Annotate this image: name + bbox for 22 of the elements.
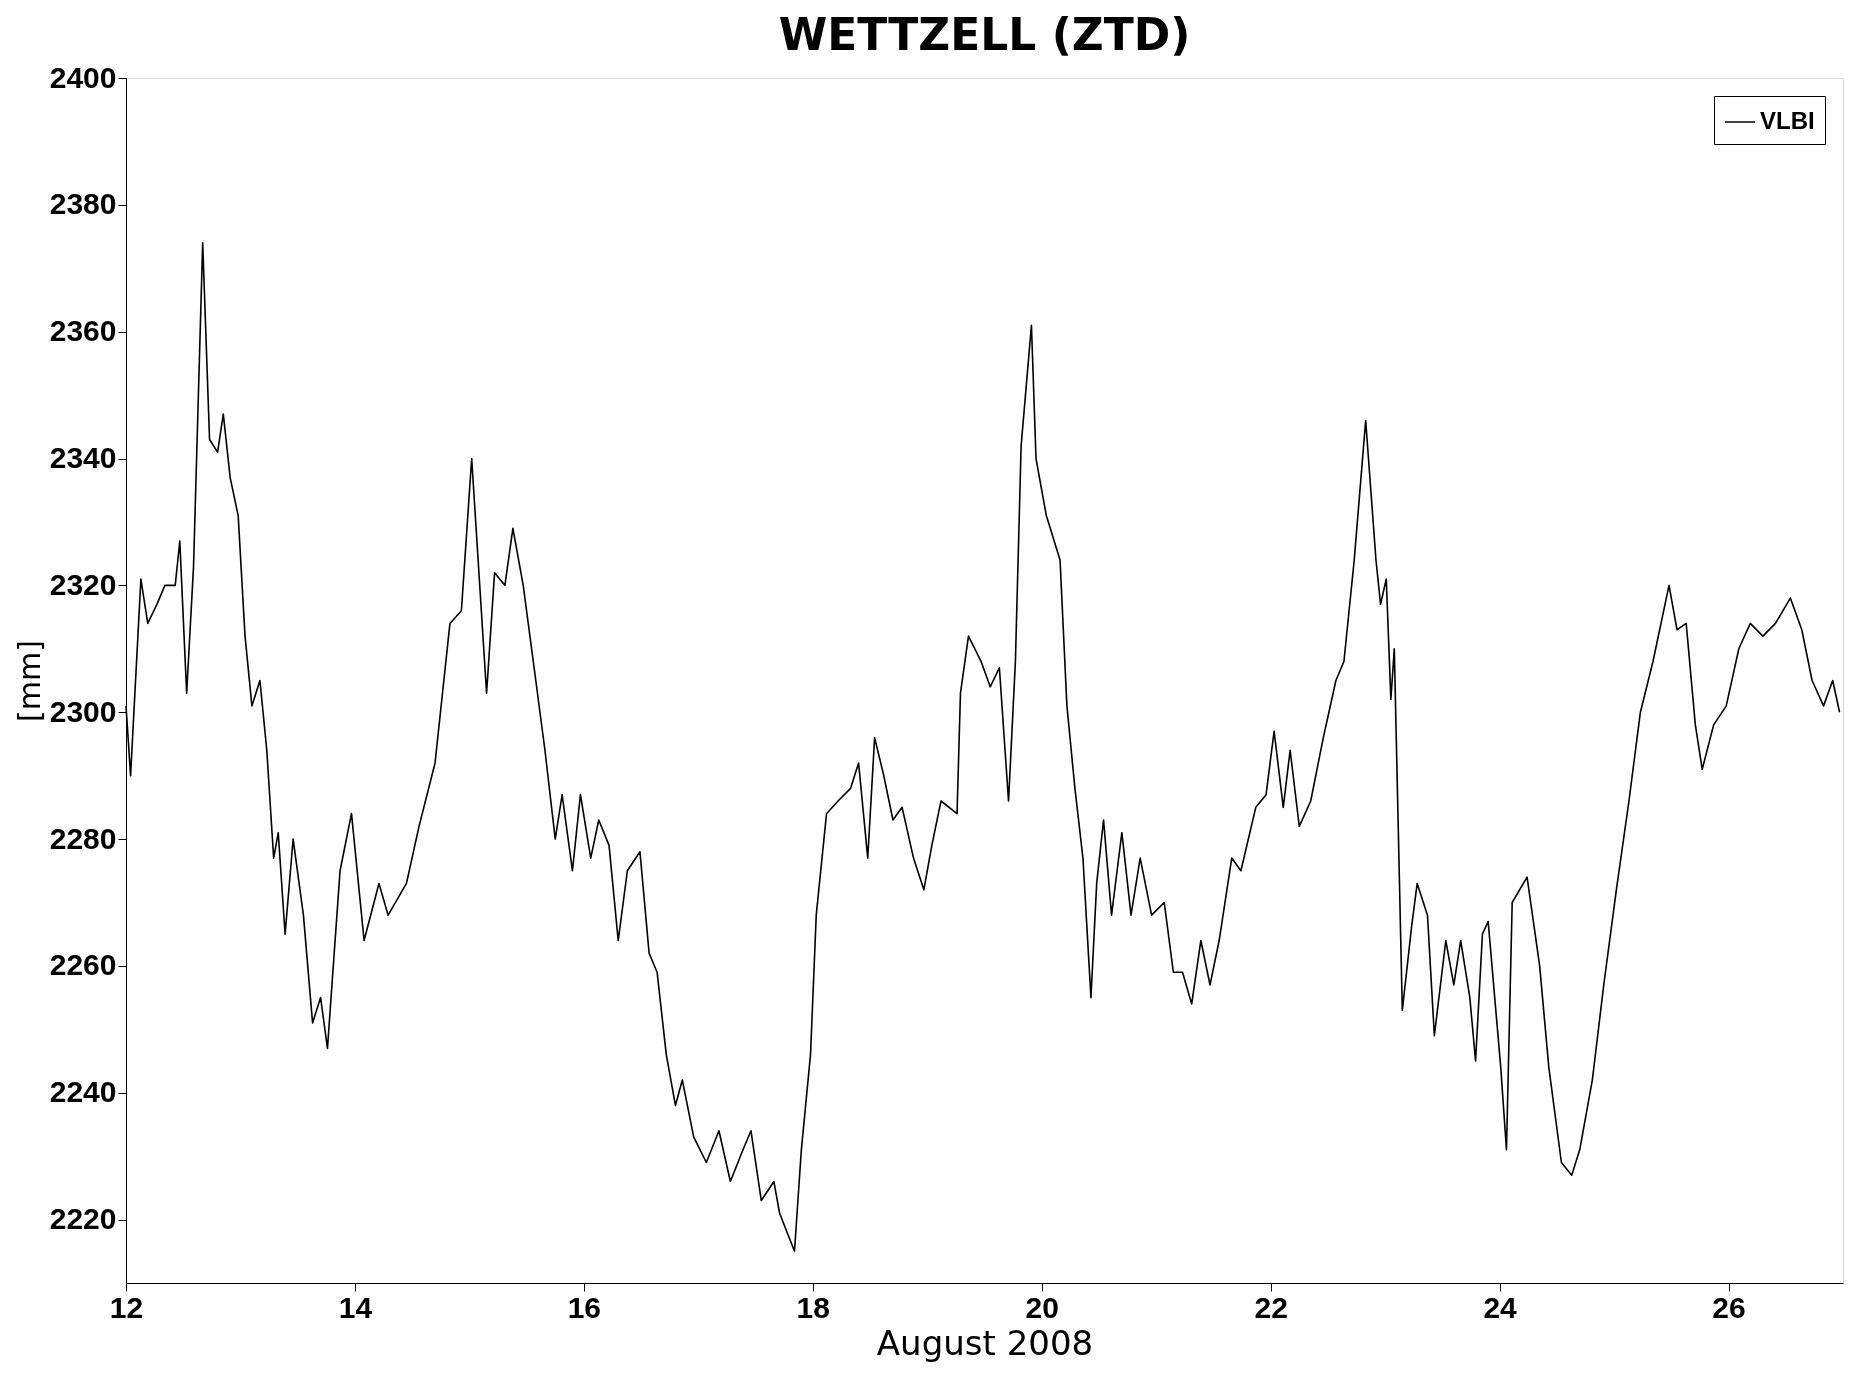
y-tick-label: 2220 bbox=[49, 1202, 117, 1236]
x-tick-label: 22 bbox=[1254, 1290, 1288, 1324]
chart-title: WETTZELL (ZTD) bbox=[778, 9, 1191, 60]
x-axis-title: August 2008 bbox=[876, 1322, 1094, 1363]
y-tick-label: 2300 bbox=[49, 694, 117, 728]
x-tick-label: 14 bbox=[338, 1290, 373, 1324]
x-tick-label: 12 bbox=[109, 1290, 144, 1324]
y-tick-label: 2360 bbox=[49, 314, 117, 348]
y-tick-label: 2320 bbox=[49, 567, 117, 601]
y-axis-title: [mm] bbox=[11, 640, 47, 722]
y-tick-label: 2380 bbox=[49, 187, 117, 221]
y-tick-label: 2400 bbox=[49, 60, 117, 94]
y-tick-label: 2280 bbox=[49, 821, 117, 855]
x-tick-label: 26 bbox=[1712, 1290, 1746, 1324]
x-tick-label: 18 bbox=[796, 1290, 830, 1324]
x-tick-label: 16 bbox=[567, 1290, 602, 1324]
y-tick-label: 2240 bbox=[49, 1075, 117, 1109]
legend-label: VLBI bbox=[1760, 107, 1815, 134]
x-tick-label: 24 bbox=[1483, 1290, 1518, 1324]
x-tick-label: 20 bbox=[1025, 1290, 1059, 1324]
y-tick-label: 2260 bbox=[49, 948, 117, 982]
y-tick-label: 2340 bbox=[49, 441, 117, 475]
